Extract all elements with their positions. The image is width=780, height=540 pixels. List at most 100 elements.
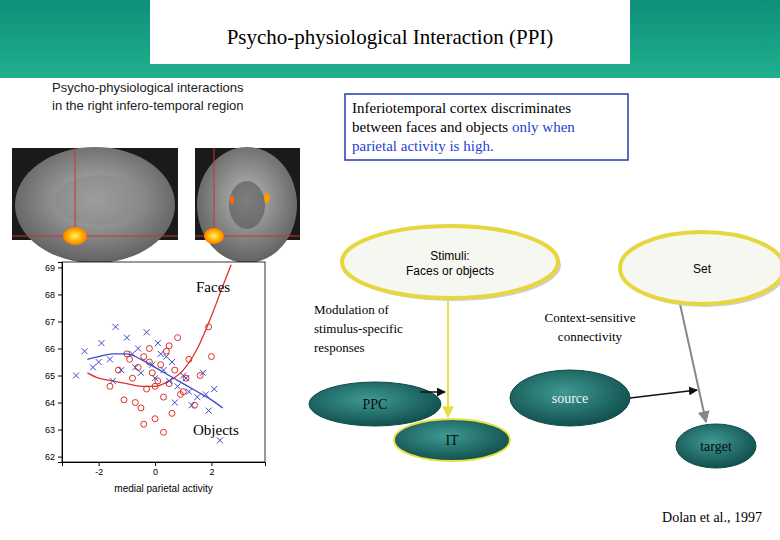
point xyxy=(135,364,141,370)
point xyxy=(206,408,212,414)
node-label: target xyxy=(700,439,732,454)
annotation-line: Context-sensitive xyxy=(545,310,636,325)
point xyxy=(132,364,138,370)
tick-label: 66 xyxy=(45,344,55,354)
x-axis-title: medial parietal activity xyxy=(114,483,212,494)
node-ppc: PPC xyxy=(309,382,441,426)
point xyxy=(113,324,119,330)
node-label-line: Set xyxy=(693,262,712,276)
point xyxy=(189,402,195,408)
fit-line xyxy=(87,354,222,408)
node-label-line: source xyxy=(552,391,589,406)
tick-label: 67 xyxy=(45,317,55,327)
point xyxy=(107,356,113,362)
point xyxy=(138,405,144,411)
tick: 2 xyxy=(209,462,214,477)
diagram: Stimuli:Faces or objects Set PPC source IT ta… xyxy=(309,226,780,468)
brain-caption: Psycho-physiological interactionsin the … xyxy=(52,80,244,113)
tick-mark xyxy=(58,376,62,377)
annotation: Modulation ofstimulus-specificresponses xyxy=(314,302,403,355)
tick-label: 0 xyxy=(153,467,158,477)
point xyxy=(217,437,223,443)
callout-run: Inferiotemporal cortex discriminates xyxy=(352,100,571,116)
point xyxy=(135,345,141,351)
slide-title: Psycho-physiological Interaction (PPI) xyxy=(227,25,554,49)
point xyxy=(121,397,127,403)
point xyxy=(186,389,192,395)
point xyxy=(110,378,116,384)
point xyxy=(183,375,189,381)
callout-line: Inferiotemporal cortex discriminates xyxy=(352,100,571,116)
point xyxy=(158,351,164,357)
point xyxy=(152,416,158,422)
node-shape xyxy=(342,226,558,298)
x-axis: -2 0 2 xyxy=(63,462,266,477)
point xyxy=(73,373,79,379)
node-label-line: Stimuli: xyxy=(430,249,469,263)
point xyxy=(211,386,217,392)
callout-line: between faces and objects only when xyxy=(352,119,575,135)
tick: 66 xyxy=(45,344,62,354)
node-label-line: IT xyxy=(445,433,459,448)
point xyxy=(155,340,161,346)
arrow xyxy=(680,304,706,422)
tick-label: 62 xyxy=(45,452,55,462)
crosshair xyxy=(214,148,215,240)
brain-caption-line: Psycho-physiological interactions xyxy=(52,80,244,95)
point xyxy=(169,359,175,365)
series-label: Faces xyxy=(196,279,230,295)
annotation-line: stimulus-specific xyxy=(314,321,403,336)
node-label-line: target xyxy=(700,439,732,454)
node-label: IT xyxy=(445,433,459,448)
annotation-line: responses xyxy=(314,340,365,355)
tick-label: 63 xyxy=(45,425,55,435)
point xyxy=(107,383,113,389)
point xyxy=(132,400,138,406)
arrow xyxy=(630,390,697,398)
plot-frame xyxy=(62,262,265,462)
point xyxy=(141,354,147,360)
tick-mark xyxy=(58,321,62,322)
brain-shape xyxy=(15,147,175,263)
node-shape xyxy=(394,419,510,461)
tick-label: 2 xyxy=(209,467,214,477)
node-label: Set xyxy=(693,262,712,276)
axis-line xyxy=(63,463,266,467)
activation-blob xyxy=(264,193,270,203)
tick: 63 xyxy=(45,425,62,435)
point xyxy=(124,335,130,341)
tick-mark xyxy=(58,430,62,431)
tick-mark xyxy=(211,462,212,466)
activation-blob xyxy=(230,196,234,204)
tick: 62 xyxy=(45,452,62,462)
tick-label: 64 xyxy=(45,398,55,408)
point xyxy=(163,354,169,360)
point xyxy=(172,367,178,373)
node-shape xyxy=(676,424,756,468)
brain-coronal xyxy=(195,147,300,263)
point xyxy=(172,400,178,406)
series-0 xyxy=(87,265,231,436)
tick-mark xyxy=(58,267,62,268)
node-stimuli: Stimuli:Faces or objects xyxy=(342,226,561,301)
tick-mark xyxy=(58,348,62,349)
point xyxy=(98,340,104,346)
point xyxy=(144,329,150,335)
point xyxy=(96,359,102,365)
point xyxy=(200,370,206,376)
tick: -2 xyxy=(95,462,103,477)
tick: 0 xyxy=(153,462,158,477)
tick-mark xyxy=(58,457,62,458)
node-set: Set xyxy=(620,232,780,307)
point xyxy=(158,362,164,368)
point xyxy=(183,375,189,381)
node-it: IT xyxy=(394,419,510,461)
point xyxy=(169,410,175,416)
tick-mark xyxy=(155,462,156,466)
point xyxy=(175,383,181,389)
callout-run: between faces and objects xyxy=(352,119,512,135)
y-axis: 6263646566676869 xyxy=(45,263,63,463)
scatter-chart: -2026263646566676869medial parietal acti… xyxy=(45,262,266,494)
tick-label: 69 xyxy=(45,263,55,273)
tick: 68 xyxy=(45,290,62,300)
